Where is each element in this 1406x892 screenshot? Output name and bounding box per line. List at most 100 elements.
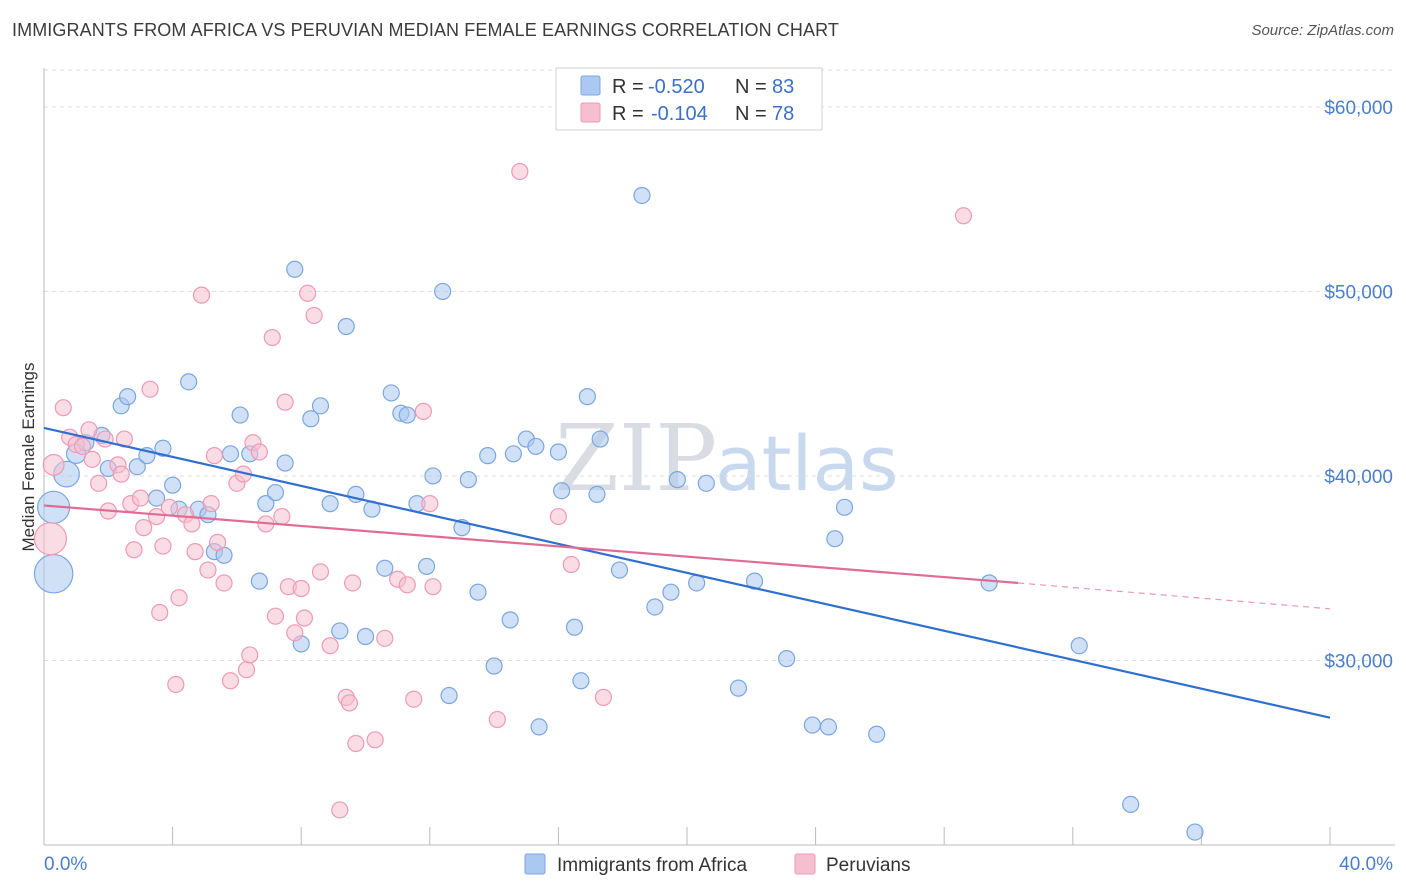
y-tick-label: $40,000 — [1324, 467, 1393, 488]
africa-point — [501, 611, 519, 629]
legend-r-value-africa: -0.520 — [648, 76, 705, 98]
legend-r-label-peru: R = — [612, 103, 644, 125]
africa-point — [331, 622, 349, 640]
legend-swatch-peru — [580, 102, 601, 123]
peru-point — [209, 533, 227, 551]
peru-point — [295, 609, 314, 627]
peru-point — [131, 489, 150, 507]
y-tick-label: $60,000 — [1324, 98, 1393, 119]
peru-point — [160, 498, 178, 516]
peru-point — [273, 507, 291, 526]
africa-point — [729, 679, 748, 697]
peru-point — [347, 734, 365, 753]
peru-point — [594, 688, 613, 706]
africa-point — [565, 618, 584, 636]
bottom-legend-label-peru: Peruvians — [826, 855, 911, 876]
chart-source: Source: ZipAtlas.com — [1251, 22, 1394, 39]
peru-point — [205, 447, 223, 465]
africa-point — [337, 317, 355, 336]
africa-point — [231, 406, 249, 424]
africa-point — [819, 718, 838, 736]
peru-point — [202, 495, 220, 513]
legend-swatch-africa — [580, 75, 601, 96]
peru-point — [340, 694, 359, 712]
x-tick-label: 40.0% — [1339, 854, 1393, 875]
peru-point — [488, 710, 506, 729]
africa-point — [633, 186, 651, 205]
africa-point — [376, 559, 394, 577]
peru-point — [276, 393, 294, 411]
peru-point — [562, 555, 580, 574]
bottom-legend-swatch-peru — [794, 853, 816, 875]
peru-point — [170, 589, 188, 607]
africa-point — [835, 498, 854, 516]
peru-point — [167, 675, 185, 694]
peru-point — [154, 537, 172, 555]
peru-point — [511, 162, 529, 181]
africa-point — [1122, 795, 1140, 814]
peru-point — [421, 495, 439, 513]
peru-point — [96, 430, 114, 448]
peru-point — [135, 519, 153, 537]
peru-point — [299, 284, 317, 302]
africa-point — [826, 530, 844, 548]
peru-point — [42, 453, 65, 476]
africa-point — [485, 657, 503, 675]
africa-point — [257, 495, 275, 513]
africa-point — [572, 672, 590, 690]
africa-point — [527, 437, 545, 456]
africa-point — [128, 458, 146, 476]
bottom-legend-label-africa: Immigrants from Africa — [557, 855, 747, 876]
peru-point — [33, 522, 68, 556]
africa-point — [286, 260, 304, 278]
peru-point — [241, 646, 259, 664]
axes — [43, 68, 1395, 846]
peru-point — [192, 286, 211, 304]
legend-n-label-africa: N = — [735, 76, 767, 98]
peru-point — [147, 507, 166, 526]
africa-point — [662, 583, 680, 601]
peru-point — [237, 661, 256, 679]
peru-trend-line — [43, 504, 1019, 585]
watermark-atlas: atlas — [715, 419, 899, 508]
africa-point — [549, 443, 568, 461]
africa-point — [440, 686, 458, 705]
africa-point — [382, 384, 400, 402]
legend-r-label-africa: R = — [612, 76, 644, 98]
watermark: ZIP atlas — [555, 405, 899, 512]
y-tick-label: $50,000 — [1324, 282, 1393, 303]
peru-point — [263, 328, 281, 347]
africa-point — [553, 482, 571, 500]
legend-n-value-africa: 83 — [772, 76, 794, 98]
peru-point — [376, 629, 394, 647]
africa-point — [321, 495, 339, 513]
africa-point — [459, 471, 477, 489]
bottom-legend: Immigrants from Africa Peruvians — [524, 853, 911, 876]
legend-r-value-peru: -0.104 — [651, 103, 708, 125]
peru-point — [414, 402, 432, 420]
y-tick-label: $30,000 — [1324, 651, 1393, 672]
africa-point — [868, 725, 886, 743]
peru-point — [183, 515, 201, 533]
y-axis-label: Median Female Earnings — [19, 363, 38, 552]
africa-point — [646, 598, 664, 616]
peru-point — [141, 380, 159, 398]
africa-trend-line — [43, 426, 1331, 719]
africa-point — [1070, 637, 1088, 655]
africa-point — [33, 553, 74, 594]
peru-point — [305, 306, 323, 325]
africa-point — [803, 716, 821, 734]
africa-point — [118, 388, 137, 406]
legend: R = -0.520 N = 83 R = -0.104 N = 78 — [555, 67, 823, 131]
peru-point — [311, 563, 330, 581]
grid-lines — [44, 69, 1395, 661]
africa-point — [434, 282, 452, 301]
africa-point — [356, 627, 375, 646]
africa-point — [302, 410, 320, 428]
africa-point — [154, 439, 172, 457]
peru-point — [549, 507, 568, 526]
africa-point — [610, 561, 629, 579]
peru-point — [125, 541, 143, 559]
peru-point — [83, 450, 101, 468]
africa-point — [276, 454, 294, 472]
